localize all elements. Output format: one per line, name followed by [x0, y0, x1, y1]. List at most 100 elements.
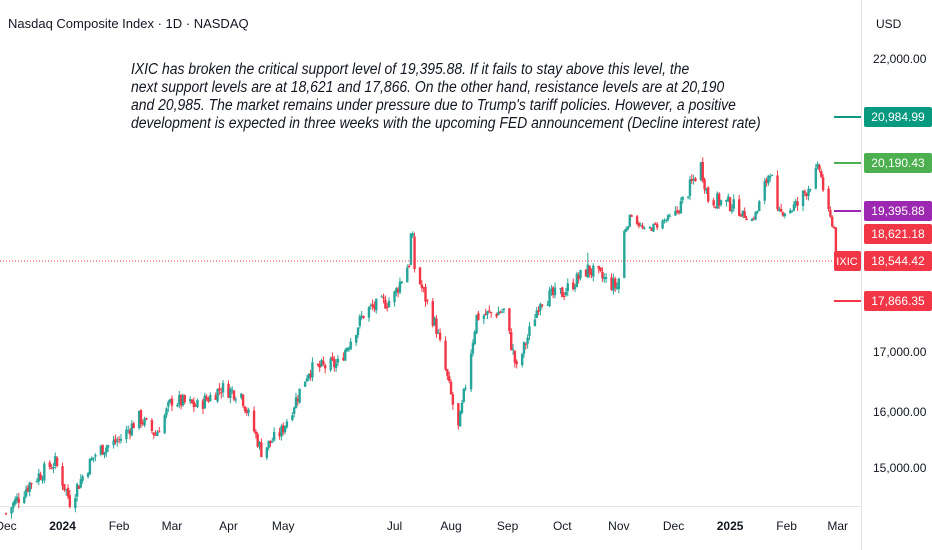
candle-body — [55, 457, 59, 466]
candle-body — [694, 178, 697, 182]
price-tag[interactable] — [864, 201, 932, 221]
candle-body — [130, 423, 134, 436]
candle-body — [375, 298, 378, 311]
candle-body — [4, 513, 8, 515]
candle-body — [482, 315, 486, 319]
candle-body — [316, 363, 320, 365]
candle-body — [28, 482, 31, 492]
candle-body — [243, 406, 247, 411]
candle-body — [449, 381, 453, 395]
candle-body — [778, 208, 781, 211]
candle-body — [752, 218, 756, 220]
candle-body — [502, 308, 506, 310]
candle-body — [345, 348, 349, 351]
candle-body — [12, 502, 15, 508]
candle-body — [613, 278, 617, 288]
candle-body — [81, 476, 84, 481]
candle-body — [781, 212, 785, 216]
candle-body — [652, 223, 655, 232]
candle-body — [597, 265, 600, 269]
candle-body — [189, 399, 192, 402]
price-tag-label: 20,190.43 — [871, 156, 925, 170]
symbol-tag[interactable] — [834, 251, 861, 271]
candle-body — [30, 483, 33, 485]
candle-body — [803, 191, 807, 193]
candle-body — [601, 271, 604, 279]
candle-body — [692, 178, 695, 180]
candle-body — [10, 507, 13, 514]
candle-body — [499, 311, 502, 313]
candle-body — [471, 343, 475, 354]
candle-body — [572, 282, 575, 290]
candle-body — [139, 410, 143, 425]
candle-body — [714, 206, 717, 209]
symbol-tag-label: IXIC — [836, 256, 857, 268]
candle-body — [750, 219, 754, 221]
candle-body — [779, 208, 783, 212]
candle-body — [227, 383, 230, 398]
candle-body — [719, 200, 723, 205]
candle-body — [77, 485, 81, 489]
candle-body — [418, 267, 422, 285]
annotation-line: development is expected in three weeks w… — [131, 115, 761, 132]
candle-body — [462, 388, 466, 402]
candle-body — [103, 452, 106, 456]
candle-body — [205, 396, 208, 400]
candle-body — [294, 397, 298, 409]
candle-body — [163, 415, 166, 434]
candle-body — [342, 357, 345, 361]
candle-body — [688, 179, 692, 197]
candle-body — [511, 349, 515, 351]
candle-body — [128, 430, 132, 435]
candle-body — [278, 432, 281, 437]
candle-body — [362, 315, 365, 319]
candle-body — [566, 283, 569, 292]
candle-body — [725, 199, 728, 202]
candle-body — [767, 175, 770, 184]
candle-body — [801, 190, 805, 206]
candle-body — [564, 292, 568, 296]
candle-body — [245, 409, 248, 414]
price-tag[interactable] — [864, 107, 932, 127]
price-tag[interactable] — [864, 224, 932, 244]
candle-body — [559, 288, 562, 290]
candle-body — [679, 201, 683, 214]
candle-body — [508, 308, 511, 331]
candle-body — [821, 177, 825, 191]
chart-title: Nasdaq Composite Index · 1D · NASDAQ — [8, 16, 249, 31]
candle-body — [407, 265, 411, 267]
last-price-tag[interactable] — [864, 251, 932, 271]
x-tick-label: Dec — [663, 519, 684, 533]
candle-body — [665, 219, 668, 221]
candle-body — [437, 332, 440, 334]
currency-label[interactable]: USD — [876, 17, 902, 31]
price-tag[interactable] — [864, 153, 932, 173]
candle-body — [143, 418, 146, 426]
candle-body — [152, 432, 155, 435]
candle-body — [444, 340, 447, 370]
price-tag[interactable] — [864, 291, 932, 311]
candle-body — [730, 209, 734, 212]
candle-body — [524, 343, 528, 345]
candle-body — [79, 479, 82, 488]
x-tick-label: Oct — [553, 519, 572, 533]
candle-body — [106, 445, 110, 448]
candle-body — [216, 388, 219, 402]
candle-body — [831, 216, 834, 227]
candle-body — [537, 310, 540, 313]
candle-body — [141, 422, 144, 425]
candle-body — [358, 316, 362, 326]
candle-body — [86, 473, 90, 477]
candle-body — [460, 402, 464, 413]
y-tick-label: 17,000.00 — [873, 345, 927, 359]
candle-body — [562, 296, 566, 298]
candle-body — [170, 398, 174, 406]
candle-body — [393, 291, 396, 303]
candle-body — [218, 388, 221, 391]
candle-body — [50, 468, 53, 470]
x-tick-label: Apr — [219, 519, 238, 533]
candle-body — [458, 411, 462, 427]
candle-body — [156, 432, 159, 436]
